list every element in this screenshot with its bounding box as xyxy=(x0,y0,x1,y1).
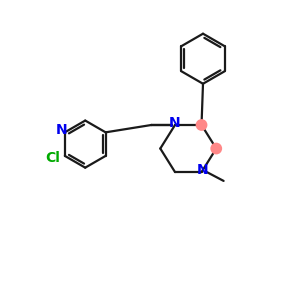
Text: N: N xyxy=(169,116,181,130)
Text: N: N xyxy=(56,123,68,137)
Circle shape xyxy=(210,142,222,154)
Circle shape xyxy=(196,119,207,131)
Text: N: N xyxy=(197,163,209,177)
Text: Cl: Cl xyxy=(46,151,61,165)
